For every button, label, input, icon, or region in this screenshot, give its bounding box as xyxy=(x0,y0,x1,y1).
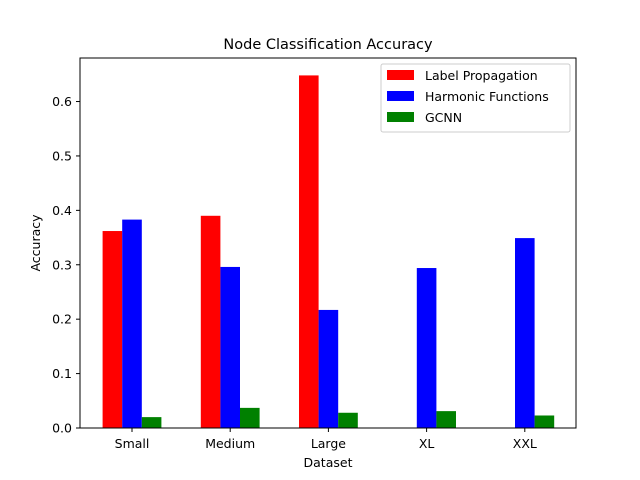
chart-title: Node Classification Accuracy xyxy=(223,37,433,53)
bar-gcnn-medium xyxy=(240,407,260,428)
legend-swatch xyxy=(387,70,414,80)
legend-label: Harmonic Functions xyxy=(425,89,549,104)
y-tick-label: 0.1 xyxy=(52,366,72,381)
bar-gcnn-xl xyxy=(436,411,456,428)
bar-harmonic-functions-medium xyxy=(220,266,240,428)
x-tick-label: XL xyxy=(419,436,435,451)
y-tick-label: 0.5 xyxy=(52,148,72,163)
legend-swatch xyxy=(387,112,414,122)
x-tick-label: XXL xyxy=(513,436,537,451)
bar-harmonic-functions-xxl xyxy=(515,238,535,428)
y-tick-label: 0.4 xyxy=(52,203,72,218)
x-tick-label: Large xyxy=(311,436,346,451)
legend-box xyxy=(380,63,571,133)
x-axis-label: Dataset xyxy=(304,455,353,470)
y-axis-label: Accuracy xyxy=(28,214,43,272)
bar-gcnn-large xyxy=(338,412,358,428)
bar-harmonic-functions-large xyxy=(318,309,339,428)
y-tick-label: 0.3 xyxy=(52,257,72,272)
y-tick-label: 0.0 xyxy=(52,421,72,436)
bar-label-propagation-medium xyxy=(200,215,221,428)
bar-harmonic-functions-small xyxy=(122,219,142,428)
bar-label-propagation-large xyxy=(299,75,319,428)
y-tick-label: 0.6 xyxy=(52,94,72,109)
legend-label: GCNN xyxy=(425,110,462,125)
x-tick-label: Medium xyxy=(205,436,255,451)
bar-gcnn-small xyxy=(141,417,162,428)
bar-label-propagation-small xyxy=(102,231,123,428)
legend-swatch xyxy=(387,91,414,101)
x-tick-label: Small xyxy=(115,436,150,451)
bar-gcnn-xxl xyxy=(534,415,555,428)
legend-label: Label Propagation xyxy=(425,68,538,83)
legend: Label Propagation Harmonic Functions GCNN xyxy=(380,63,571,133)
plot-area: Small Medium Large XL XXL 0.0 0.1 0.2 0.3 0.4 0.5 0… xyxy=(52,57,577,451)
bar-harmonic-functions-xl xyxy=(416,268,437,428)
y-tick-label: 0.2 xyxy=(52,312,72,327)
